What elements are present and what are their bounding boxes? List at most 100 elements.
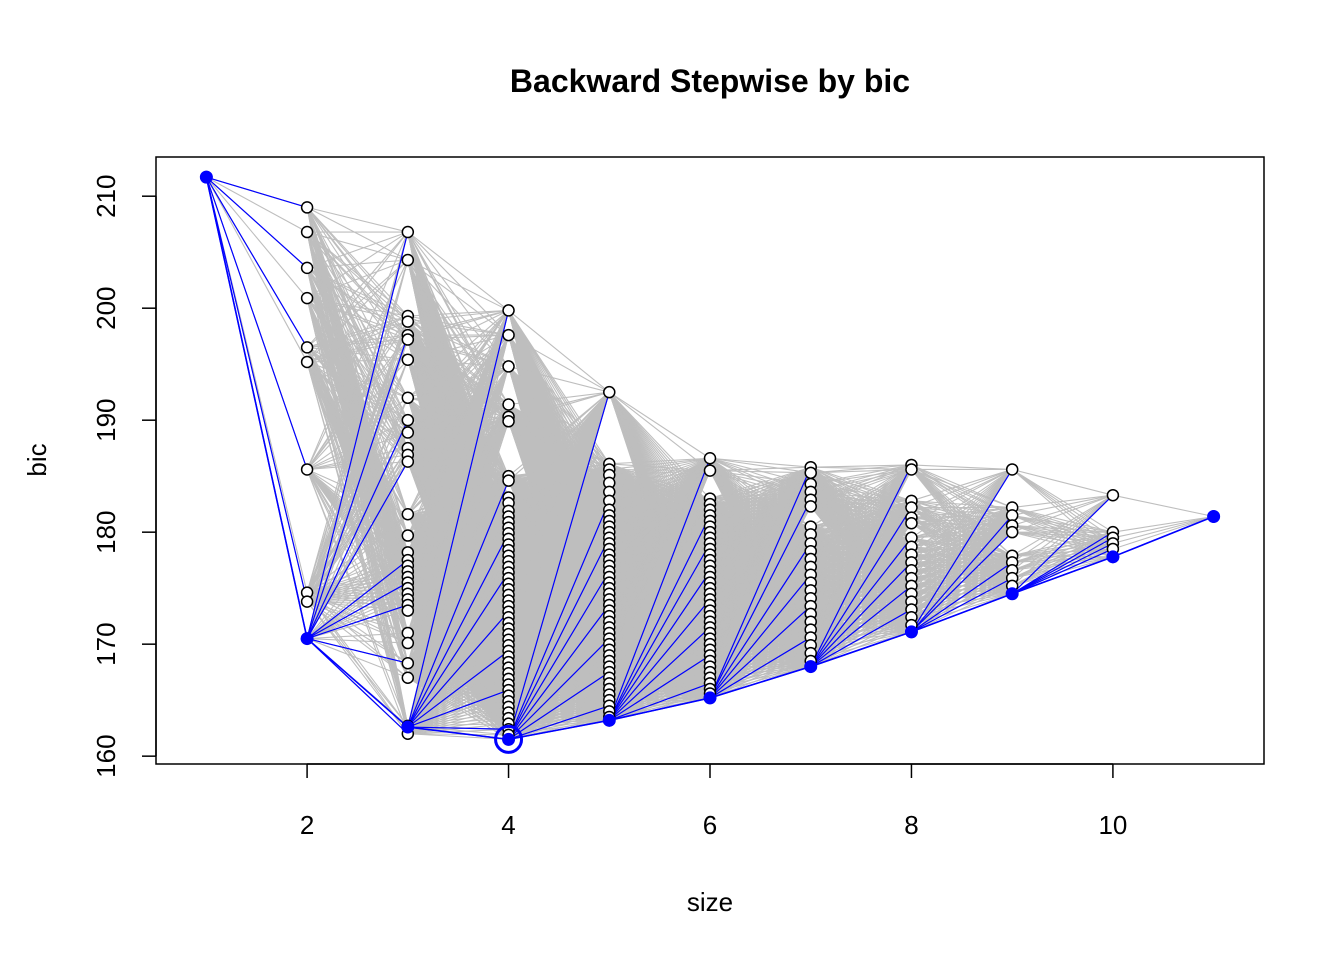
candidate-line (306, 361, 409, 399)
candidate-line (508, 365, 610, 393)
candidate-line (306, 297, 408, 317)
candidate-line (609, 457, 711, 465)
candidate-line (608, 457, 711, 539)
candidate-line (609, 457, 711, 502)
candidate-line (306, 513, 409, 594)
candidate-line (508, 391, 610, 418)
candidate-line (306, 231, 409, 363)
candidate-line (407, 309, 509, 317)
candidate-line (306, 231, 409, 299)
candidate-line (508, 627, 610, 740)
candidate-line (407, 600, 509, 735)
candidate-line (508, 391, 610, 406)
candidate-line (306, 570, 409, 640)
candidate-line (306, 231, 409, 361)
candidate-line (407, 310, 509, 456)
candidate-line (407, 728, 509, 735)
candidate-line (306, 601, 409, 664)
candidate-line (407, 672, 509, 735)
candidate-line (407, 403, 509, 434)
candidate-line (407, 310, 510, 664)
candidate-line (609, 457, 711, 471)
candidate-line (407, 334, 510, 734)
candidate-line (407, 309, 509, 361)
candidate-line (306, 565, 409, 603)
candidate-line (306, 334, 408, 363)
candidate-line (306, 231, 408, 261)
candidate-line (306, 432, 409, 639)
candidate-line (608, 457, 711, 522)
candidate-line (508, 694, 610, 740)
candidate-line (608, 457, 711, 544)
candidate-line (508, 621, 610, 740)
candidate-line (508, 643, 610, 740)
candidate-line (306, 610, 408, 640)
candidate-line (609, 457, 711, 484)
candidate-line (306, 231, 409, 348)
candidate-line (407, 366, 510, 664)
candidate-line (407, 404, 510, 734)
candidate-line (407, 310, 509, 399)
candidate-line (407, 310, 509, 421)
candidate-line (608, 457, 711, 550)
candidate-line (508, 366, 610, 470)
candidate-line (306, 469, 409, 664)
candidate-line (306, 593, 409, 640)
candidate-line (306, 419, 409, 470)
candidate-line (306, 321, 409, 639)
candidate-line (609, 457, 711, 511)
candidate-line (407, 310, 510, 611)
candidate-line (508, 463, 610, 482)
candidate-line (407, 419, 509, 422)
candidate-line (508, 682, 610, 740)
candidate-line (306, 231, 409, 323)
candidate-line (508, 391, 610, 504)
candidate-line (205, 176, 308, 363)
candidate-line (407, 310, 509, 449)
candidate-line (407, 334, 510, 678)
candidate-line (407, 661, 509, 735)
candidate-line (306, 432, 409, 593)
candidate-line (306, 419, 409, 593)
chart-title: Backward Stepwise by bic (510, 63, 910, 99)
candidate-line (407, 309, 509, 336)
candidate-line (407, 611, 509, 735)
candidate-line (608, 391, 711, 459)
candidate-line (407, 404, 510, 678)
candidate-line (508, 420, 610, 465)
candidate-line (407, 259, 509, 336)
candidate-line (508, 654, 610, 740)
candidate-line (407, 310, 509, 433)
candidate-line (306, 468, 409, 515)
candidate-line (407, 310, 510, 536)
candidate-line (306, 598, 409, 640)
candidate-line (407, 633, 509, 735)
x-axis-label: size (687, 887, 733, 917)
candidate-line (508, 699, 610, 740)
candidate-line (306, 321, 409, 470)
candidate-line (306, 601, 409, 679)
candidate-line (306, 346, 409, 421)
candidate-line (407, 421, 510, 734)
candidate-line (407, 310, 510, 678)
candidate-line (407, 650, 509, 735)
candidate-line (508, 677, 610, 740)
candidate-line (306, 267, 409, 317)
candidate-line (508, 710, 610, 740)
candidate-line (407, 334, 510, 664)
candidate-line (407, 622, 509, 735)
candidate-line (609, 457, 711, 516)
candidate-line (205, 176, 308, 299)
candidate-line (407, 366, 510, 734)
candidate-line (407, 733, 509, 740)
candidate-line (306, 231, 409, 470)
candidate-line (608, 391, 711, 472)
candidate-line (508, 649, 610, 740)
candidate-line (306, 361, 409, 515)
candidate-line (407, 689, 509, 735)
candidate-line (306, 321, 409, 363)
candidate-line (407, 259, 509, 311)
candidate-line (407, 594, 509, 735)
candidate-line (306, 259, 409, 363)
candidate-line (306, 339, 409, 602)
